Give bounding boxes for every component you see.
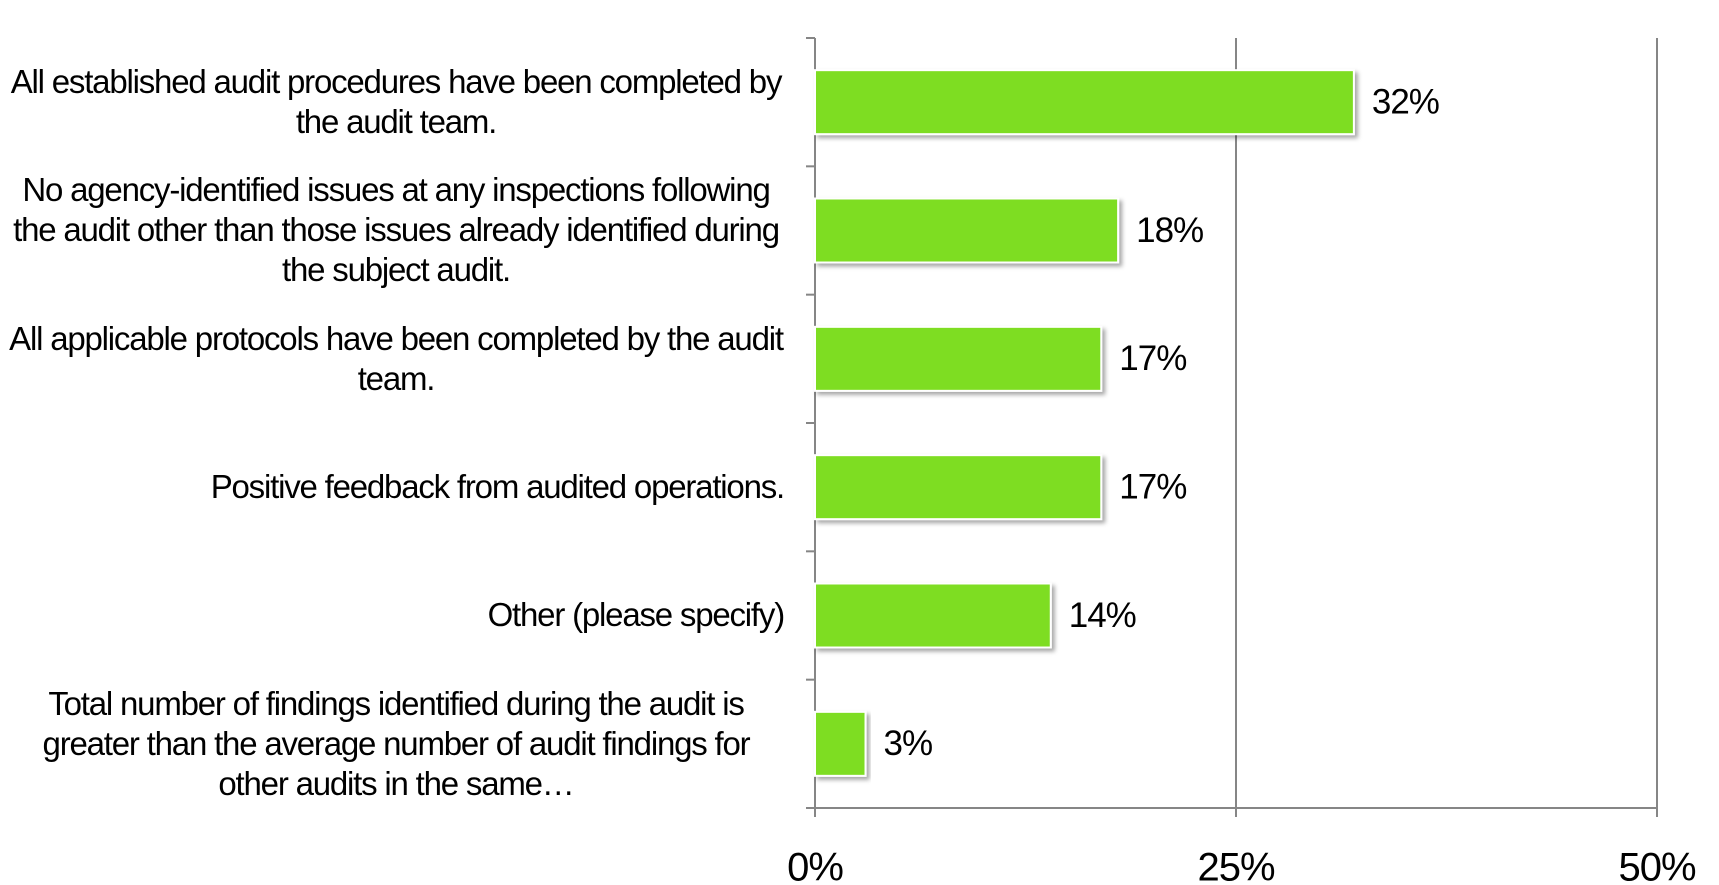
- x-tick-label: 50%: [1618, 846, 1695, 885]
- bar: [814, 710, 867, 777]
- y-tick-label: All applicable protocols have been compl…: [9, 319, 784, 397]
- y-tick-label: No agency-identified issues at any inspe…: [13, 171, 780, 289]
- y-tick-label: Total number of findings identified duri…: [42, 684, 751, 802]
- x-tick-label: 25%: [1197, 846, 1274, 885]
- category-label-box: Total number of findings identified duri…: [8, 680, 784, 808]
- value-label: 18%: [1136, 211, 1203, 250]
- category-label-box: All applicable protocols have been compl…: [8, 295, 784, 423]
- value-label: 32%: [1372, 82, 1439, 121]
- y-tick-label: Positive feedback from audited operation…: [210, 468, 785, 506]
- category-label-box: No agency-identified issues at any inspe…: [8, 166, 784, 294]
- category-label-box: All established audit procedures have be…: [8, 38, 784, 166]
- category-label-box: Positive feedback from audited operation…: [8, 423, 785, 551]
- x-tick-label: 0%: [787, 846, 843, 885]
- y-tick-label: Other (please specify): [487, 596, 786, 634]
- category-label-box: Other (please specify): [8, 551, 786, 679]
- value-label: 3%: [884, 724, 933, 763]
- bar: [814, 69, 1355, 136]
- bar: [814, 454, 1103, 521]
- value-label: 17%: [1119, 467, 1186, 506]
- bar: [814, 582, 1052, 649]
- y-tick-label: All established audit procedures have be…: [10, 63, 783, 141]
- value-label: 14%: [1069, 596, 1136, 635]
- bar: [814, 197, 1120, 264]
- bar: [814, 325, 1103, 392]
- value-label: 17%: [1119, 339, 1186, 378]
